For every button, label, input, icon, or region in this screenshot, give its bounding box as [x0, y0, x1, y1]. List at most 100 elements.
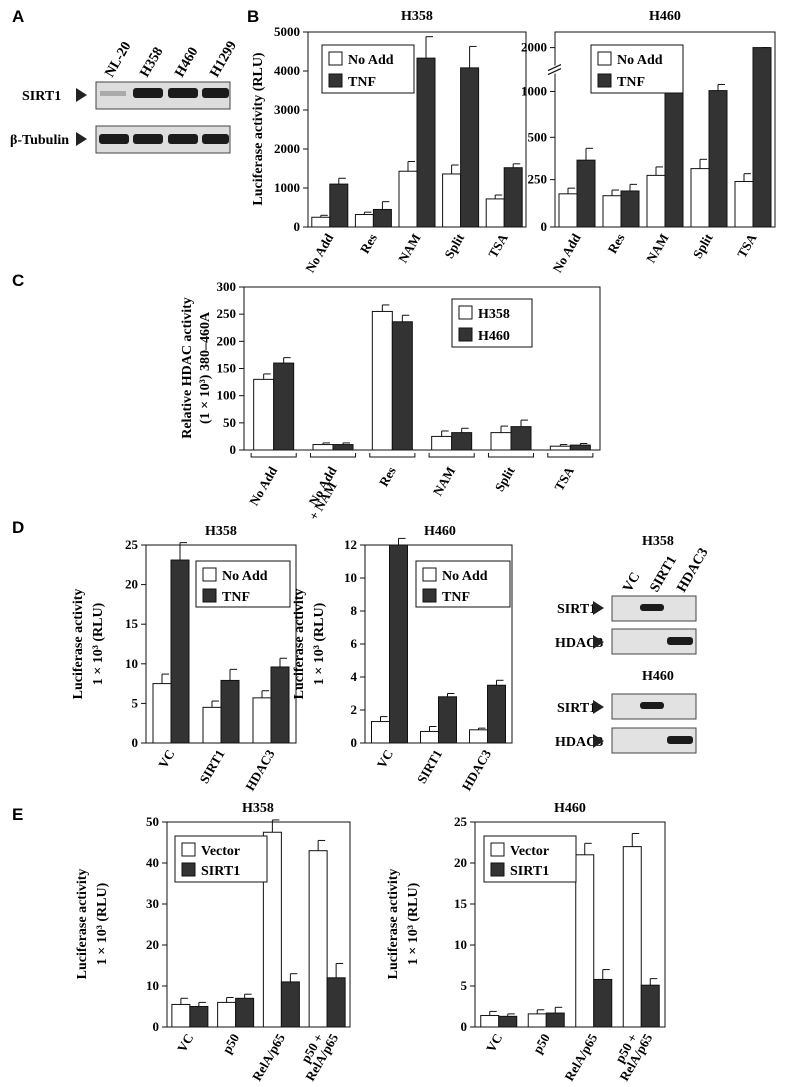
blot-row-label: SIRT1 [22, 89, 61, 104]
bar [371, 721, 390, 744]
bar [332, 444, 354, 451]
y-tick-label: 0 [294, 219, 301, 234]
chart-b-h460: 0 250 500 1000 2000 H460 No Add Res NAM Split TSA N… [521, 9, 776, 275]
y-tick-label: 25 [125, 537, 139, 552]
x-tick-label: p50 [219, 1031, 242, 1056]
bar [311, 216, 331, 228]
chart-e-h358: 0 10 20 30 40 50 H358 Luciferase activity 1 × 10… [75, 801, 351, 1084]
bar [326, 977, 346, 1028]
blot-row-label: β-Tubulin [10, 133, 69, 148]
y-axis-label: 1 × 10³ (RLU) [95, 882, 110, 965]
y-tick-label: 250 [217, 306, 237, 321]
axis-break-mark [547, 67, 562, 76]
y-tick-label: 5 [132, 695, 139, 710]
y-tick-label: 20 [125, 577, 138, 592]
bar [620, 190, 640, 228]
y-tick-label: 6 [351, 636, 358, 651]
legend-swatch [328, 73, 343, 88]
bar [460, 67, 480, 228]
bar [308, 850, 328, 1028]
bar [420, 730, 439, 744]
blot-band [133, 134, 163, 144]
x-tick-label: SIRT1 [414, 747, 445, 786]
chart-d-h358: 0 5 10 15 20 25 H358 Luciferase activity 1 × 10³… [71, 524, 297, 793]
blot-title: H460 [642, 669, 674, 684]
y-tick-label: 15 [125, 616, 139, 631]
bar [280, 981, 300, 1028]
legend-swatch [422, 588, 437, 603]
blot-band [99, 134, 129, 144]
arrowhead-icon [593, 734, 604, 748]
y-axis-label: Relative HDAC activity [180, 297, 195, 439]
y-axis-label: 1 × 10³ (RLU) [312, 602, 327, 685]
legend-swatch [458, 327, 473, 342]
chart-title: H358 [401, 9, 433, 24]
bar [442, 173, 462, 228]
blot-lane-label: H1299 [207, 39, 239, 80]
western-blot-d: H358 VC SIRT1 HDAC3 SIRT1 HDAC3 H460 SIR… [555, 534, 712, 754]
y-tick-label: 40 [146, 855, 159, 870]
y-axis-label: Luciferase activity [292, 589, 307, 700]
blot-band [202, 88, 229, 98]
y-tick-label: 300 [217, 279, 237, 294]
bar [389, 544, 408, 744]
y-tick-label: 0 [541, 219, 548, 234]
legend-label: No Add [222, 569, 268, 584]
bar [545, 1012, 565, 1028]
bar [253, 378, 275, 451]
blot-band [667, 736, 693, 744]
category-bracket [547, 453, 594, 458]
legend-label: No Add [617, 53, 663, 68]
bar [235, 997, 255, 1028]
panel-label-d: D [12, 518, 24, 537]
y-axis-label: Luciferase activity [75, 869, 90, 980]
blot-lane-label: HDAC3 [674, 546, 711, 595]
x-tick-label: SIRT1 [196, 747, 227, 786]
y-tick-label: 50 [146, 814, 159, 829]
bar [152, 683, 172, 744]
blot-row-label: HDAC3 [555, 636, 603, 651]
bar [372, 208, 392, 228]
y-tick-label: 150 [217, 361, 237, 376]
legend-label: SIRT1 [510, 864, 549, 879]
blot-band [168, 134, 198, 144]
blot-band [168, 88, 198, 98]
legend-label: TNF [617, 75, 645, 90]
arrowhead-icon [76, 132, 87, 146]
bar [431, 435, 453, 451]
legend-swatch [202, 588, 217, 603]
blot-band [133, 88, 163, 98]
plot-frame [166, 821, 351, 1028]
bar [575, 854, 595, 1028]
legend-swatch [490, 842, 505, 857]
y-tick-label: 15 [454, 896, 468, 911]
bar [602, 195, 622, 228]
legend-swatch [597, 51, 612, 66]
bar [752, 47, 772, 228]
legend-label: TNF [222, 590, 250, 605]
legend-swatch [458, 305, 473, 320]
bar [416, 57, 436, 228]
chart-d-h460: 0 2 4 6 8 10 12 H460 Luciferase activity 1 × 10³ … [292, 524, 513, 793]
bar [593, 978, 613, 1028]
bar [398, 170, 418, 228]
bar [576, 159, 596, 228]
x-tick-label: TSA [485, 230, 511, 260]
blot-lane-label: VC [620, 570, 643, 595]
panel-label-a: A [12, 7, 24, 26]
x-tick-label: RelA/p65 [561, 1031, 600, 1084]
bar [354, 214, 374, 228]
bar [622, 846, 642, 1028]
y-tick-label: 10 [454, 937, 467, 952]
category-bracket [487, 453, 535, 458]
chart-b-h358: 0 1000 2000 3000 4000 5000 H358 Luciferase acti… [251, 9, 527, 275]
blot-lane-label: H358 [137, 45, 166, 80]
legend-label: Vector [510, 844, 549, 859]
y-tick-label: 20 [146, 937, 159, 952]
x-tick-label: VC [155, 747, 177, 771]
chart-c-hdac-activity: 0 50 100 150 200 250 300 Relative HDAC activity… [180, 279, 601, 523]
x-tick-label: Split [690, 230, 716, 261]
legend-label: No Add [348, 53, 394, 68]
category-bracket [369, 453, 416, 458]
legend-swatch [181, 862, 196, 877]
